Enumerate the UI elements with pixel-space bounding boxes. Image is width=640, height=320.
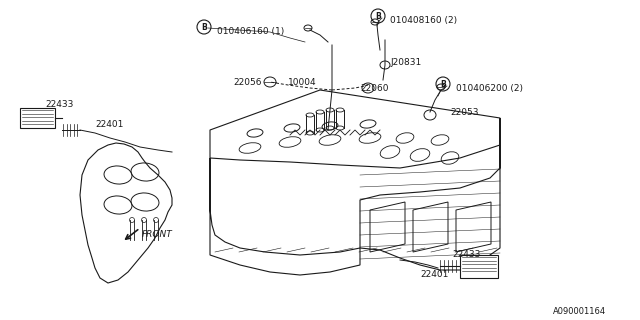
Text: B: B <box>201 22 207 31</box>
Text: FRONT: FRONT <box>142 230 173 239</box>
Polygon shape <box>20 108 55 128</box>
Text: 22401: 22401 <box>95 120 124 129</box>
Text: 22060: 22060 <box>360 84 388 93</box>
Text: B: B <box>375 12 381 20</box>
Text: 22056: 22056 <box>233 78 262 87</box>
Text: 22053: 22053 <box>450 108 479 117</box>
Text: A090001164: A090001164 <box>553 307 606 316</box>
Text: J20831: J20831 <box>390 58 421 67</box>
Polygon shape <box>460 255 498 278</box>
Text: 010406200 (2): 010406200 (2) <box>456 84 523 93</box>
Text: 010408160 (2): 010408160 (2) <box>390 16 457 25</box>
Text: 22433: 22433 <box>45 100 74 109</box>
Text: 010406160 (1): 010406160 (1) <box>217 27 284 36</box>
Text: 10004: 10004 <box>288 78 317 87</box>
Text: 22433: 22433 <box>452 250 481 259</box>
Text: B: B <box>440 79 446 89</box>
Text: 22401: 22401 <box>420 270 449 279</box>
